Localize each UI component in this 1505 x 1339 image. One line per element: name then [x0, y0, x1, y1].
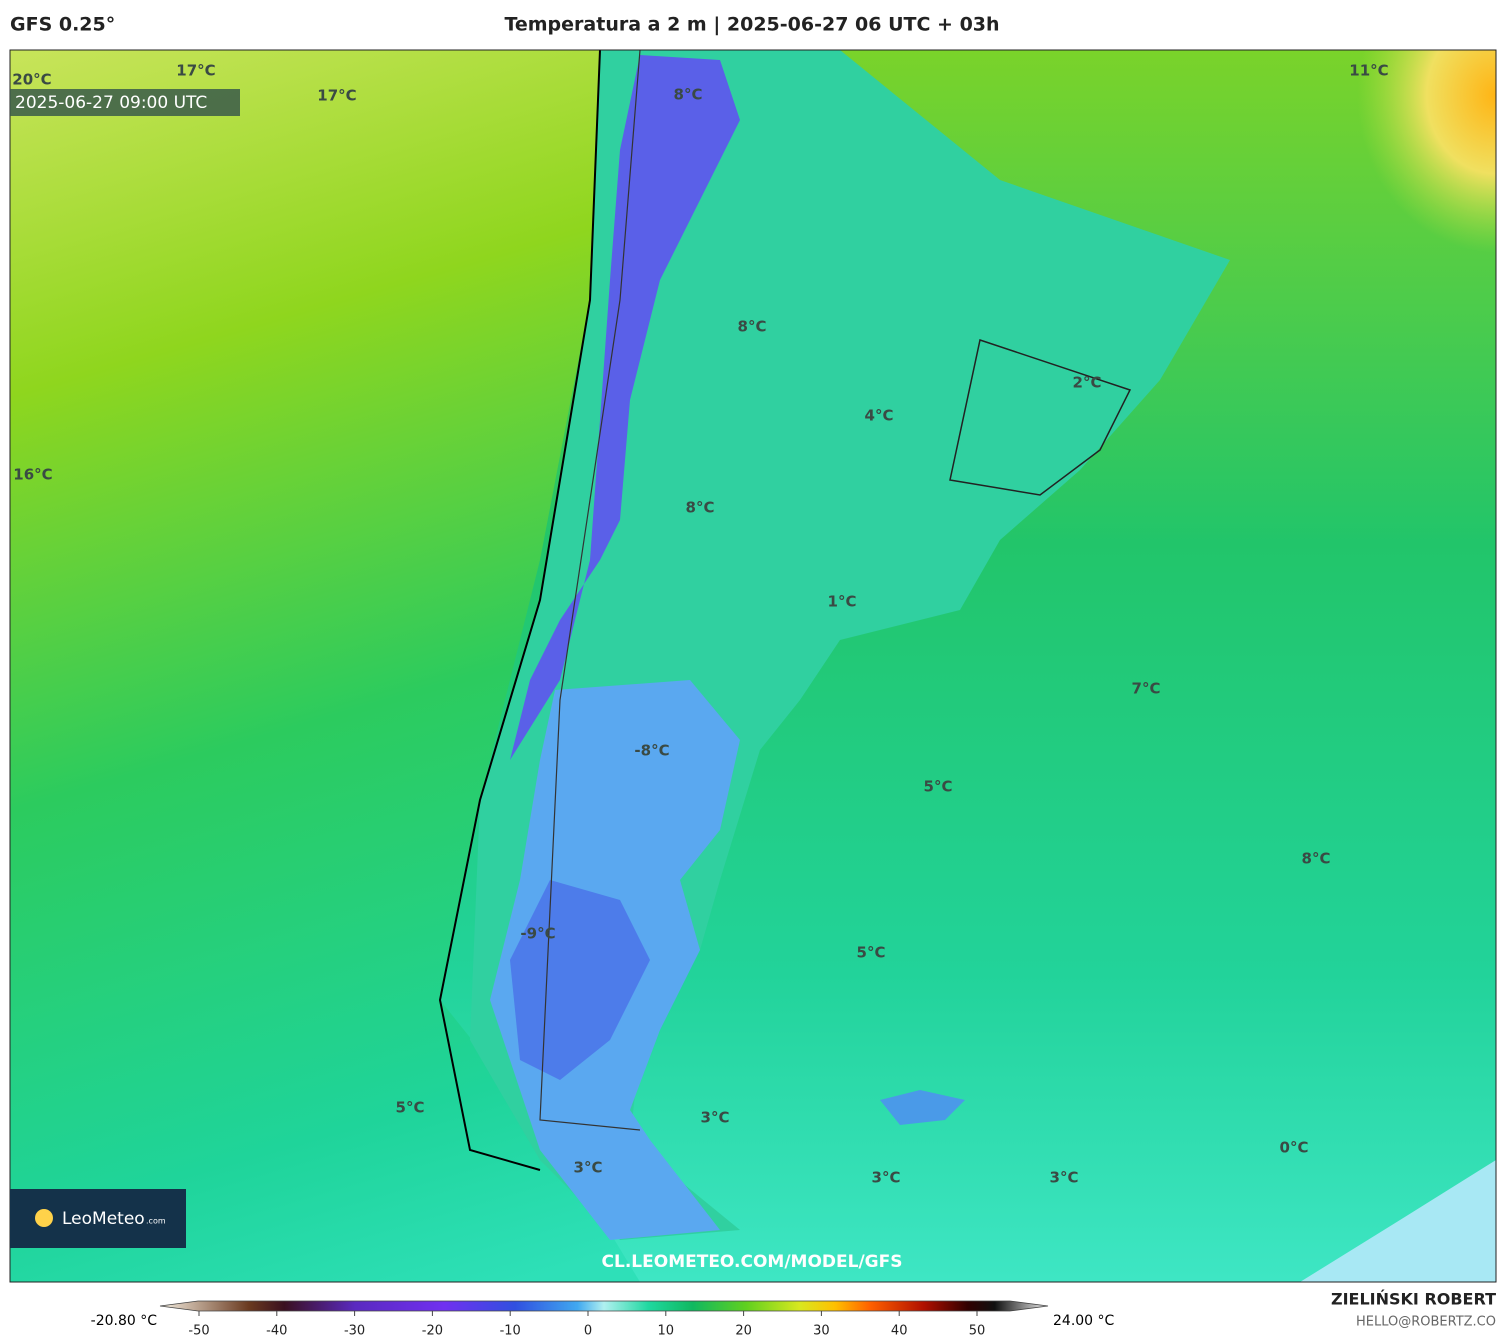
colorbar-tick-label: -10 [500, 1324, 521, 1339]
logo-sun [35, 1209, 53, 1227]
temperature-label: 8°C [738, 318, 767, 336]
temperature-label: 3°C [574, 1159, 603, 1177]
colorbar-tick-label: 40 [891, 1324, 908, 1339]
coastline [438, 49, 601, 1171]
colorbar-tick-label: -20 [422, 1324, 443, 1339]
cold-sea [1300, 1160, 1496, 1282]
temperature-label: 8°C [686, 499, 715, 517]
model-name: GFS 0.25° [10, 14, 115, 36]
temperature-label: 4°C [865, 407, 894, 425]
temperature-label: 3°C [701, 1109, 730, 1127]
colorbar-tick-label: 0 [584, 1324, 592, 1339]
time-box [10, 89, 240, 116]
uruguay-border [949, 339, 1132, 496]
temperature-label: 17°C [176, 62, 215, 80]
temperature-label: 3°C [1050, 1169, 1079, 1187]
valid-time: 2025-06-27 09:00 UTC [15, 93, 207, 113]
watermark: CL.LEOMETEO.COM/MODEL/GFS [602, 1252, 903, 1272]
colorbar-tick-label: 30 [813, 1324, 830, 1339]
logo-text: LeoMeteo [62, 1209, 145, 1229]
patagonia-colder [510, 880, 650, 1080]
map-title: Temperatura a 2 m | 2025-06-27 06 UTC + … [504, 14, 999, 36]
temperature-label: 8°C [674, 86, 703, 104]
colorbar [159, 1300, 1049, 1312]
temperature-label: -8°C [634, 742, 669, 760]
contact: HELLO@ROBERTZ.CO [1356, 1315, 1496, 1330]
colorbar-tick-label: 10 [658, 1324, 675, 1339]
border [539, 49, 641, 1131]
colorbar-tick-label: 50 [969, 1324, 986, 1339]
temperature-label: 11°C [1349, 62, 1388, 80]
author: ZIELIŃSKI ROBERT [1331, 1290, 1496, 1309]
temperature-label: 5°C [857, 944, 886, 962]
colorbar-tick-label: -30 [344, 1324, 365, 1339]
map-frame [9, 49, 1497, 1283]
temperature-label: 1°C [828, 593, 857, 611]
temperature-label: 8°C [1302, 850, 1331, 868]
temperature-label: 5°C [396, 1099, 425, 1117]
islands [880, 1090, 965, 1125]
colorbar-max: 24.00 °C [1053, 1313, 1115, 1329]
temperature-label: 5°C [924, 778, 953, 796]
temperature-label: 17°C [317, 87, 356, 105]
temperature-label: 0°C [1280, 1139, 1309, 1157]
logo-suffix: .com [146, 1217, 166, 1226]
temperature-label: 2°C [1073, 374, 1102, 392]
temperature-label: 7°C [1132, 680, 1161, 698]
temperature-label: -9°C [520, 925, 555, 943]
temperature-label: 20°C [12, 71, 51, 89]
temperature-label: 16°C [13, 466, 52, 484]
colorbar-min: -20.80 °C [91, 1313, 158, 1329]
colorbar-tick-label: 20 [735, 1324, 752, 1339]
andes-cold [510, 55, 740, 760]
temperature-label: 3°C [872, 1169, 901, 1187]
colorbar-tick-label: -40 [266, 1324, 287, 1339]
colorbar-tick-label: -50 [188, 1324, 209, 1339]
